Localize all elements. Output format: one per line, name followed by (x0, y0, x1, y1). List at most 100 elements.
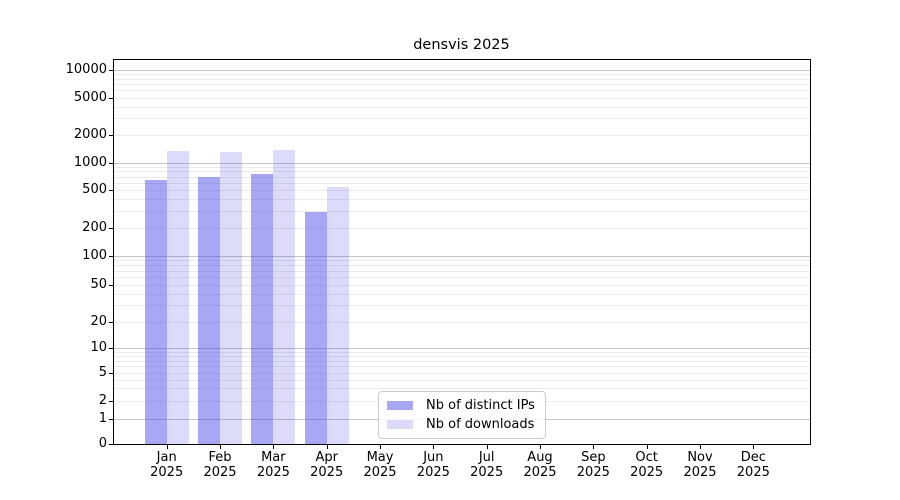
y-tick-mark (109, 97, 113, 99)
major-gridline (114, 256, 810, 257)
x-tick-label: Mar 2025 (256, 450, 290, 480)
minor-gridline (114, 379, 810, 381)
major-gridline (114, 348, 810, 349)
y-tick-mark (109, 348, 113, 349)
bar-distinct-ips-feb (198, 177, 221, 444)
bar-distinct-ips-jan (144, 180, 167, 444)
y-tick-mark (109, 70, 113, 71)
minor-gridline (114, 84, 810, 86)
x-tick-label: May 2025 (363, 450, 397, 480)
x-tick-mark (433, 445, 435, 449)
y-tick-mark (109, 284, 113, 286)
minor-gridline (114, 118, 810, 120)
x-tick-label: Jan 2025 (150, 450, 184, 480)
y-tick-mark (109, 256, 113, 257)
x-tick-label: Feb 2025 (203, 450, 237, 480)
bar-downloads-apr (326, 186, 349, 444)
minor-gridline (114, 227, 810, 229)
minor-gridline (114, 366, 810, 368)
x-tick-mark (646, 445, 648, 449)
legend-label-downloads: Nb of downloads (426, 417, 535, 433)
x-tick-mark (380, 445, 382, 449)
minor-gridline (114, 166, 810, 168)
x-tick-label: Sep 2025 (576, 450, 610, 480)
x-tick-mark (326, 445, 328, 449)
x-tick-mark (700, 445, 701, 449)
minor-gridline (114, 176, 810, 178)
y-tick-label: 20 (90, 313, 107, 329)
x-tick-mark (166, 445, 168, 449)
legend-item-distinct-ips: Nb of distinct IPs (387, 396, 537, 415)
y-tick-label: 50 (90, 276, 107, 292)
x-tick-mark (753, 445, 755, 449)
minor-gridline (114, 360, 810, 362)
x-tick-label: Aug 2025 (523, 450, 557, 480)
minor-gridline (114, 373, 810, 374)
y-tick-mark (109, 373, 113, 374)
x-tick-mark (273, 445, 275, 449)
y-tick-label: 100 (82, 248, 107, 263)
legend-item-downloads: Nb of downloads (387, 415, 537, 434)
minor-gridline (114, 260, 810, 262)
y-tick-label: 1 (98, 410, 107, 426)
minor-gridline (114, 284, 810, 286)
minor-gridline (114, 182, 810, 184)
minor-gridline (114, 134, 810, 136)
x-tick-label: Nov 2025 (683, 450, 717, 480)
minor-gridline (114, 293, 810, 295)
x-tick-mark (220, 445, 222, 449)
x-tick-label: Dec 2025 (736, 450, 770, 480)
y-tick-label: 2000 (73, 126, 107, 142)
bar-distinct-ips-mar (251, 173, 274, 444)
bar-downloads-mar (273, 150, 296, 444)
y-tick-mark (109, 190, 113, 191)
minor-gridline (114, 351, 810, 353)
minor-gridline (114, 97, 810, 99)
y-tick-label: 200 (82, 219, 107, 235)
y-tick-label: 10000 (65, 62, 107, 77)
y-tick-label: 500 (82, 182, 107, 197)
x-tick-label: Apr 2025 (310, 450, 344, 480)
minor-gridline (114, 305, 810, 307)
y-tick-mark (109, 134, 113, 136)
y-tick-mark (109, 162, 113, 164)
plot-area (113, 59, 811, 445)
y-tick-mark (109, 227, 113, 229)
legend: Nb of distinct IPs Nb of downloads (378, 391, 546, 439)
y-tick-label: 0 (98, 435, 107, 451)
minor-gridline (114, 210, 810, 212)
bar-downloads-feb (220, 151, 243, 444)
y-tick-mark (109, 443, 113, 445)
minor-gridline (114, 356, 810, 358)
minor-gridline (114, 265, 810, 267)
y-tick-label: 10 (90, 340, 107, 355)
x-tick-mark (540, 445, 541, 449)
y-tick-mark (109, 400, 113, 402)
bar-downloads-jan (166, 150, 189, 444)
legend-swatch-downloads (387, 420, 413, 430)
major-gridline (114, 70, 810, 71)
minor-gridline (114, 199, 810, 201)
y-tick-label: 5 (98, 365, 107, 380)
minor-gridline (114, 277, 810, 278)
x-tick-mark (486, 445, 488, 449)
minor-gridline (114, 171, 810, 173)
minor-gridline (114, 78, 810, 80)
y-tick-label: 2 (98, 392, 107, 408)
minor-gridline (114, 106, 810, 108)
legend-label-distinct-ips: Nb of distinct IPs (426, 397, 535, 413)
y-tick-label: 1000 (73, 154, 107, 170)
minor-gridline (114, 90, 810, 92)
bar-distinct-ips-apr (304, 211, 327, 444)
y-tick-mark (109, 321, 113, 323)
minor-gridline (114, 74, 810, 76)
chart-title: densvis 2025 (413, 37, 510, 53)
legend-swatch-distinct-ips (387, 400, 413, 410)
minor-gridline (114, 388, 810, 390)
x-tick-mark (593, 445, 595, 449)
y-tick-label: 5000 (73, 89, 107, 105)
x-tick-label: Jul 2025 (470, 450, 504, 480)
minor-gridline (114, 270, 810, 272)
minor-gridline (114, 321, 810, 323)
